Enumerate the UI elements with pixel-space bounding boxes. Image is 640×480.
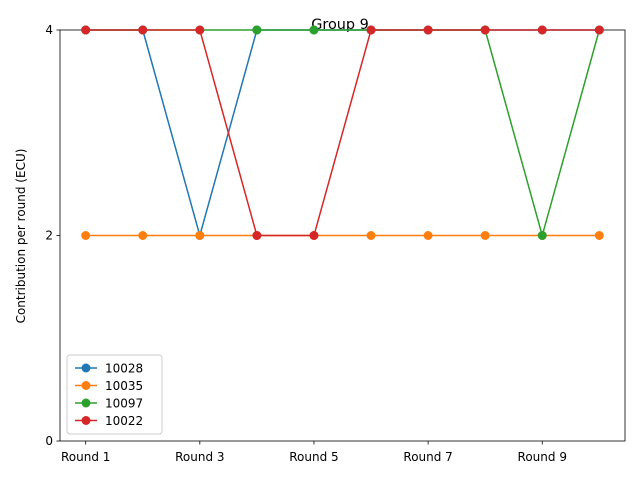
- data-point: [366, 25, 376, 35]
- series-10022: [81, 25, 604, 240]
- data-point: [252, 231, 262, 240]
- data-point: [195, 25, 205, 35]
- legend-label: 10022: [105, 414, 143, 428]
- data-point: [423, 25, 433, 35]
- x-tick-label: Round 9: [518, 450, 567, 464]
- x-tick-label: Round 5: [289, 450, 338, 464]
- legend-item: 10035: [75, 379, 143, 393]
- data-point: [81, 25, 91, 35]
- legend-item: 10097: [75, 397, 143, 411]
- data-point: [594, 25, 604, 35]
- legend-marker: [81, 416, 91, 425]
- legend: 10028 10035 10097 10022: [66, 354, 163, 435]
- data-point: [252, 25, 262, 35]
- data-point: [138, 231, 148, 240]
- data-point: [138, 25, 148, 35]
- y-tick-label: 4: [45, 23, 53, 37]
- data-point: [309, 25, 319, 35]
- series-layer: [81, 25, 604, 240]
- legend-item: 10022: [75, 414, 143, 428]
- data-point: [537, 25, 547, 35]
- legend-marker: [81, 381, 91, 390]
- legend-label: 10097: [105, 397, 143, 411]
- data-point: [480, 25, 490, 35]
- data-point: [81, 231, 91, 240]
- data-point: [594, 231, 604, 240]
- legend-marker: [81, 363, 91, 373]
- series-line: [85, 29, 600, 237]
- data-point: [195, 231, 205, 240]
- y-tick-label: 0: [45, 434, 53, 448]
- series-10035: [81, 231, 604, 240]
- data-point: [309, 231, 319, 240]
- x-tick-label: Round 7: [403, 450, 452, 464]
- legend-label: 10035: [105, 379, 143, 393]
- legend-box: [66, 354, 163, 435]
- legend-label: 10028: [105, 362, 143, 376]
- x-tick-label: Round 3: [175, 450, 224, 464]
- legend-marker: [81, 398, 91, 408]
- data-point: [480, 231, 490, 240]
- axis-ticks: Round 1 Round 3 Round 5 Round 7 Round 9 0 2 4: [45, 23, 567, 464]
- chart-title: Group 9: [311, 17, 369, 33]
- x-tick-label: Round 1: [61, 450, 110, 464]
- y-tick-label: 2: [45, 229, 53, 243]
- data-point: [423, 231, 433, 240]
- y-axis-label: Contribution per round (ECU): [14, 149, 28, 324]
- data-point: [537, 231, 547, 240]
- data-point: [366, 231, 376, 240]
- legend-item: 10028: [75, 362, 143, 376]
